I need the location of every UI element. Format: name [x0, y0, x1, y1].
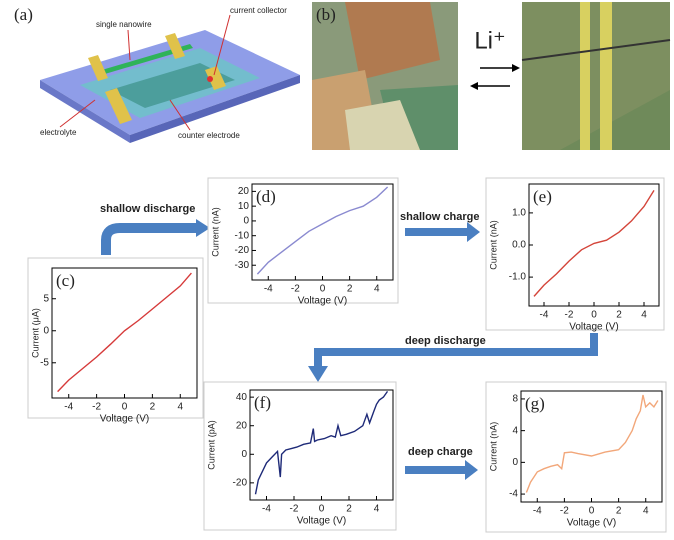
y-tick-label: 0.0: [512, 240, 526, 251]
y-tick-label: -5: [40, 357, 49, 368]
x-tick-label: 0: [591, 310, 597, 321]
y-axis-label: Current (μA): [30, 308, 40, 358]
panel-label: (a): [14, 5, 33, 24]
annotation: counter electrode: [178, 131, 240, 140]
panel-label: (d): [256, 187, 276, 206]
x-tick-label: -4: [262, 504, 271, 515]
x-tick-label: 4: [374, 504, 380, 515]
panel-frame: [204, 382, 396, 530]
y-axis-label: Current (pA): [206, 420, 216, 470]
figure: (a) single nanowire current collector el…: [0, 0, 674, 540]
y-tick-label: -20: [233, 477, 248, 488]
y-tick-label: 40: [236, 392, 248, 403]
x-tick-label: 4: [177, 402, 183, 413]
annotation: electrolyte: [40, 128, 77, 137]
x-tick-label: 0: [589, 506, 595, 517]
x-tick-label: -4: [264, 284, 273, 295]
x-axis-label: Voltage (V): [297, 516, 346, 527]
y-tick-label: 5: [43, 293, 49, 304]
x-tick-label: -4: [533, 506, 542, 517]
panel-label: (c): [56, 271, 75, 290]
x-tick-label: 2: [150, 402, 156, 413]
x-tick-label: -2: [565, 310, 574, 321]
y-tick-label: -30: [235, 260, 250, 271]
panel-label: (b): [316, 5, 336, 24]
x-tick-label: 4: [641, 310, 647, 321]
y-tick-label: -4: [509, 489, 518, 500]
y-tick-label: 20: [236, 420, 248, 431]
y-axis-label: Current (nA): [488, 220, 498, 270]
panel-frame: [486, 178, 664, 330]
y-tick-label: -1.0: [509, 272, 527, 283]
x-tick-label: -4: [540, 310, 549, 321]
x-tick-label: 0: [320, 284, 326, 295]
x-axis-label: Voltage (V): [298, 296, 347, 307]
panel-label: (g): [525, 394, 545, 413]
y-axis-label: Current (nA): [210, 207, 220, 257]
arrow-label: shallow discharge: [100, 203, 195, 215]
x-tick-label: 4: [374, 284, 380, 295]
y-tick-label: -10: [235, 230, 250, 241]
panel-label: (e): [533, 187, 552, 206]
x-tick-label: -2: [92, 402, 101, 413]
micrographs: [312, 2, 670, 150]
x-tick-label: -2: [291, 284, 300, 295]
y-tick-label: 20: [238, 186, 250, 197]
y-tick-label: 4: [512, 425, 518, 436]
x-tick-label: 2: [347, 284, 353, 295]
y-tick-label: -20: [235, 245, 250, 256]
x-tick-label: 2: [616, 506, 622, 517]
x-tick-label: 2: [616, 310, 622, 321]
panel-label: (f): [254, 393, 271, 412]
y-tick-label: 0: [241, 449, 247, 460]
x-axis-label: Voltage (V): [567, 518, 616, 529]
x-tick-label: 0: [319, 504, 325, 515]
arrow-label: deep discharge: [405, 335, 486, 347]
y-tick-label: 10: [238, 201, 250, 212]
x-tick-label: -2: [290, 504, 299, 515]
x-tick-label: -4: [64, 402, 73, 413]
panel-frame: [28, 258, 203, 418]
y-tick-label: 0: [43, 325, 49, 336]
device-illustration: [40, 15, 300, 143]
y-axis-label: Current (nA): [488, 422, 498, 472]
x-tick-label: 4: [643, 506, 649, 517]
y-tick-label: 0: [243, 216, 249, 227]
y-tick-label: 1.0: [512, 208, 526, 219]
y-tick-label: 8: [512, 394, 518, 405]
x-axis-label: Voltage (V): [100, 414, 149, 425]
arrow-label: deep charge: [408, 446, 473, 458]
annotation: single nanowire: [96, 20, 152, 29]
arrow-label: shallow charge: [400, 211, 479, 223]
x-tick-label: -2: [560, 506, 569, 517]
ion-label: Li⁺: [474, 27, 505, 54]
x-tick-label: 2: [346, 504, 352, 515]
y-tick-label: 0: [512, 457, 518, 468]
x-axis-label: Voltage (V): [569, 322, 618, 333]
x-tick-label: 0: [122, 402, 128, 413]
annotation: current collector: [230, 6, 287, 15]
